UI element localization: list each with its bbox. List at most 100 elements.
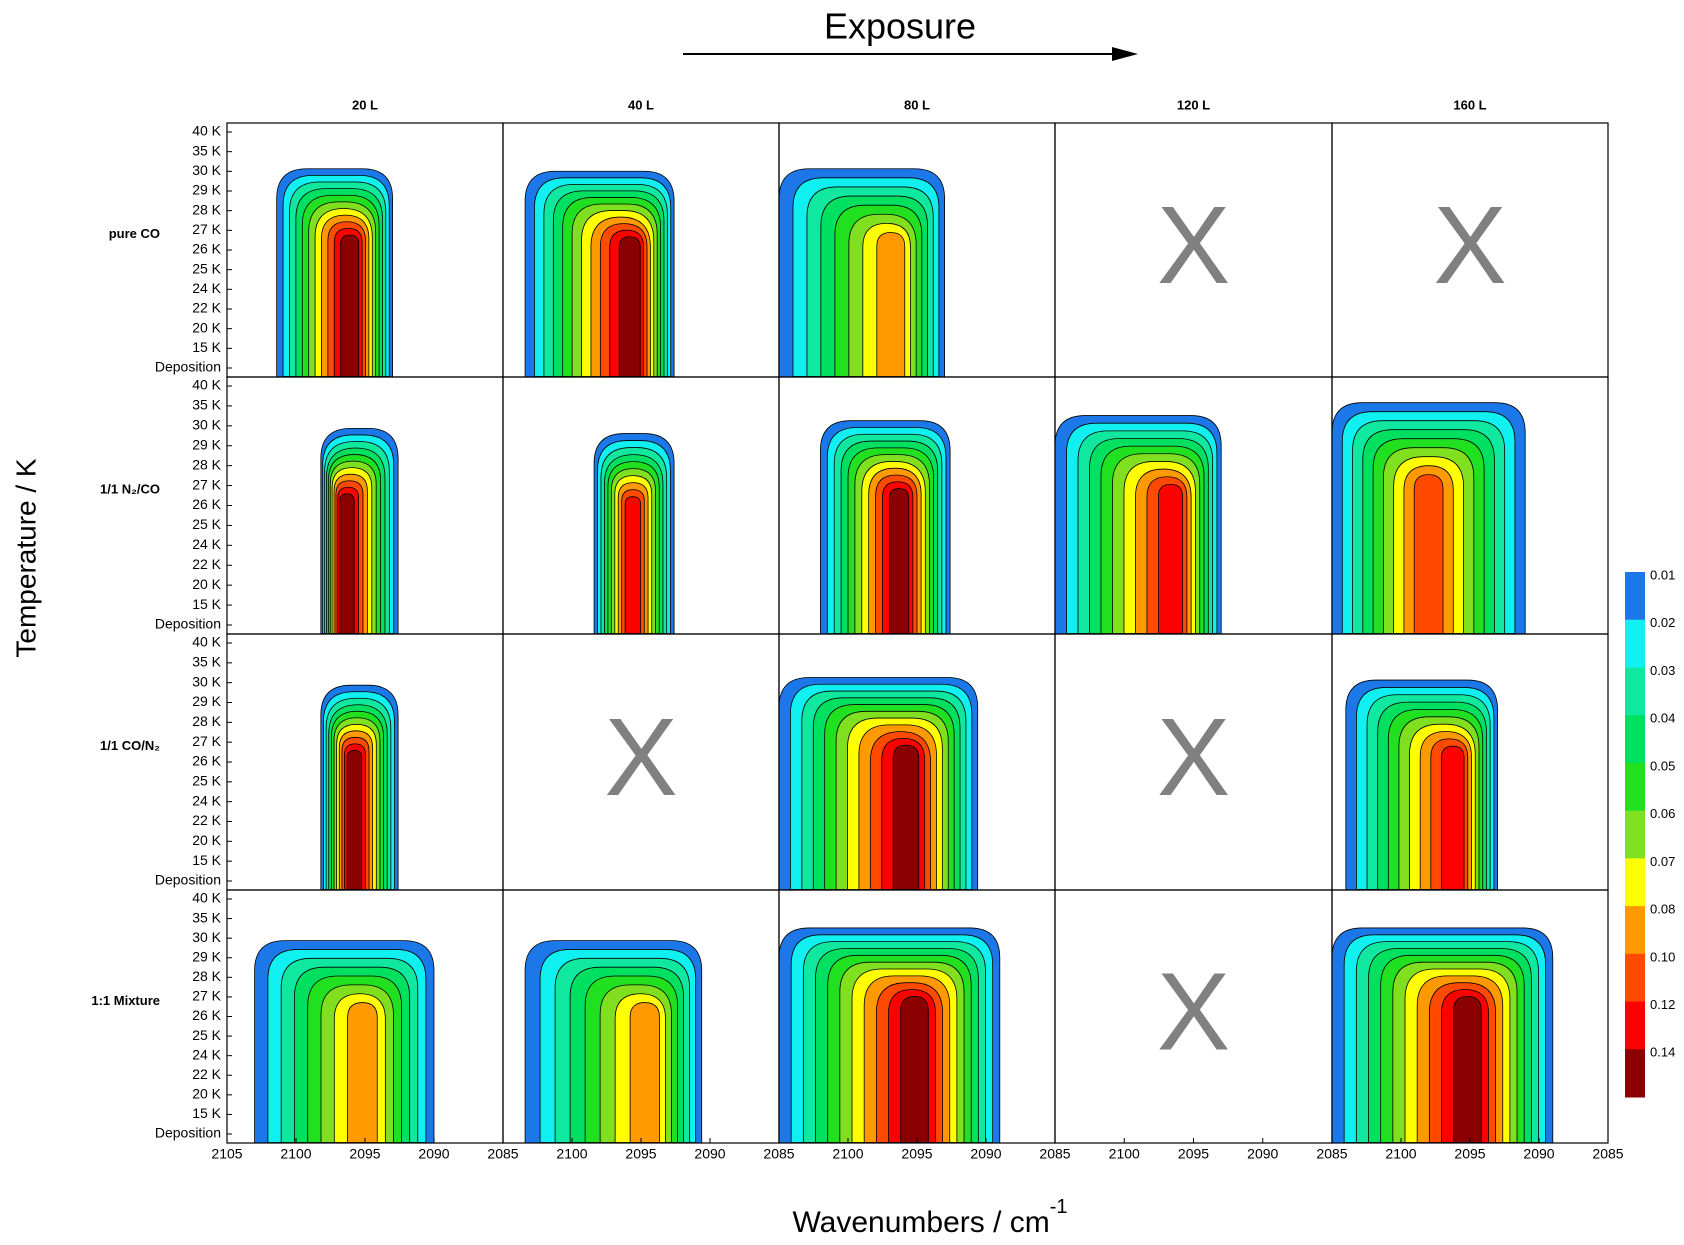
y-tick-label: 20 K (192, 1086, 221, 1102)
colorbar-label: 0.06 (1650, 806, 1675, 821)
panel (778, 677, 979, 891)
y-tick-label: 40 K (192, 123, 221, 139)
y-tick-label: 29 K (192, 948, 221, 964)
colorbar-label: 0.12 (1650, 997, 1675, 1012)
colorbar-box (1625, 953, 1645, 1003)
colorbar-label: 0.05 (1650, 758, 1675, 773)
x-axis-label: Wavenumbers / cm-1 (792, 1196, 1067, 1239)
y-tick-label: 40 K (192, 634, 221, 650)
missing-mark: X (1157, 951, 1230, 1074)
y-tick-label: 27 K (192, 221, 221, 237)
y-tick-label: 15 K (192, 596, 221, 612)
y-tick-label: 28 K (192, 968, 221, 984)
x-tick-label: 2085 (487, 1146, 518, 1162)
y-tick-label: 29 K (192, 693, 221, 709)
y-tick-label: 30 K (192, 929, 221, 945)
y-tick-label: 15 K (192, 852, 221, 868)
colorbar-box (1625, 858, 1645, 907)
colorbar-box (1625, 715, 1645, 764)
panel (276, 168, 393, 378)
contour-fill (900, 995, 929, 1143)
contour-fill (876, 232, 906, 377)
x-label-text: Wavenumbers / cm (792, 1206, 1049, 1239)
colorbar-box (1625, 906, 1645, 955)
y-tick-label: 22 K (192, 556, 221, 572)
colorbar-box (1625, 1049, 1645, 1098)
x-tick-label: 2100 (556, 1146, 587, 1162)
y-tick-label: 25 K (192, 516, 221, 532)
y-tick-label: 28 K (192, 201, 221, 217)
y-tick-label: 40 K (192, 377, 221, 393)
column-label: 120 L (1177, 97, 1210, 112)
x-tick-label: 2090 (694, 1146, 725, 1162)
colorbar-box (1625, 810, 1645, 859)
y-tick-label: 27 K (192, 988, 221, 1004)
x-tick-label: 2085 (1039, 1146, 1070, 1162)
y-tick-label: 25 K (192, 1027, 221, 1043)
contour-fill (346, 749, 363, 890)
column-label: 160 L (1453, 97, 1486, 112)
colorbar-box (1625, 667, 1645, 716)
contour-fill (892, 744, 920, 890)
x-tick-label: 2085 (1316, 1146, 1347, 1162)
colorbar-box (1625, 762, 1645, 812)
y-tick-label: 40 K (192, 890, 221, 906)
contour-fill (347, 1002, 378, 1143)
y-tick-label: 26 K (192, 496, 221, 512)
contour-fill (618, 236, 641, 377)
colorbar-label: 0.02 (1650, 615, 1675, 630)
y-tick-label: 27 K (192, 476, 221, 492)
contour-fill (1158, 483, 1183, 634)
y-tick-label: 26 K (192, 753, 221, 769)
panel (778, 168, 945, 378)
panel (1054, 415, 1222, 635)
panel (320, 684, 399, 891)
y-tick-label: 29 K (192, 182, 221, 198)
missing-mark: X (604, 696, 677, 819)
y-tick-label: 22 K (192, 300, 221, 316)
contour-fill (624, 496, 641, 634)
contour-fill (339, 493, 355, 634)
column-label: 80 L (904, 97, 930, 112)
y-tick-label: 15 K (192, 339, 221, 355)
contour-fill (629, 1002, 660, 1143)
panel (1345, 679, 1498, 891)
row-label: 1/1 N₂/CO (100, 482, 160, 497)
y-tick-label: Deposition (155, 359, 221, 375)
y-tick-label: 15 K (192, 1105, 221, 1121)
panel (320, 428, 399, 635)
colorbar-label: 0.04 (1650, 711, 1675, 726)
y-tick-label: 35 K (192, 654, 221, 670)
y-tick-label: 26 K (192, 1007, 221, 1023)
contour-fill (1453, 995, 1482, 1143)
x-tick-label: 2095 (349, 1146, 380, 1162)
missing-mark: X (1157, 696, 1230, 819)
y-tick-label: 30 K (192, 673, 221, 689)
panel (778, 927, 1001, 1144)
y-tick-label: 35 K (192, 909, 221, 925)
panel (524, 940, 703, 1144)
y-tick-label: 24 K (192, 280, 221, 296)
contour-fill (1441, 745, 1465, 890)
y-tick-label: 30 K (192, 162, 221, 178)
y-tick-label: 25 K (192, 260, 221, 276)
y-tick-label: Deposition (155, 872, 221, 888)
y-tick-label: Deposition (155, 1125, 221, 1141)
contour-fill (340, 234, 360, 377)
x-tick-label: 2100 (1109, 1146, 1140, 1162)
y-tick-label: 35 K (192, 397, 221, 413)
panel (820, 420, 951, 635)
column-label: 40 L (628, 97, 654, 112)
colorbar-box (1625, 1001, 1645, 1050)
x-tick-label: 2090 (1523, 1146, 1554, 1162)
y-tick-label: 22 K (192, 812, 221, 828)
colorbar-label: 0.07 (1650, 854, 1675, 869)
contour-fill (889, 488, 910, 634)
x-tick-label: 2105 (211, 1146, 242, 1162)
y-tick-label: 26 K (192, 241, 221, 257)
x-tick-label: 2095 (625, 1146, 656, 1162)
colorbar-box (1625, 619, 1645, 668)
y-tick-label: 20 K (192, 576, 221, 592)
x-tick-label: 2100 (280, 1146, 311, 1162)
